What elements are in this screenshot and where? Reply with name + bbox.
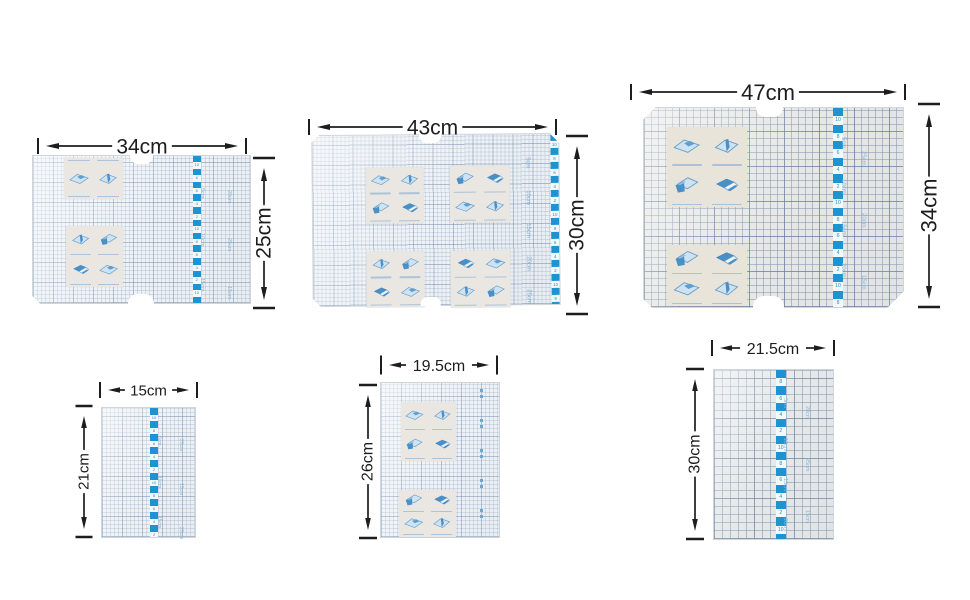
svg-text:15cm: 15cm <box>130 382 167 399</box>
svg-text:25cm: 25cm <box>253 207 276 258</box>
svg-text:34cm: 34cm <box>917 179 942 233</box>
svg-text:21cm: 21cm <box>76 453 93 490</box>
svg-text:30cm: 30cm <box>687 434 704 473</box>
svg-text:30cm: 30cm <box>566 199 589 250</box>
svg-text:47cm: 47cm <box>741 80 795 105</box>
svg-text:19.5cm: 19.5cm <box>413 358 465 375</box>
svg-text:26cm: 26cm <box>360 442 377 481</box>
svg-text:21.5cm: 21.5cm <box>747 341 799 358</box>
